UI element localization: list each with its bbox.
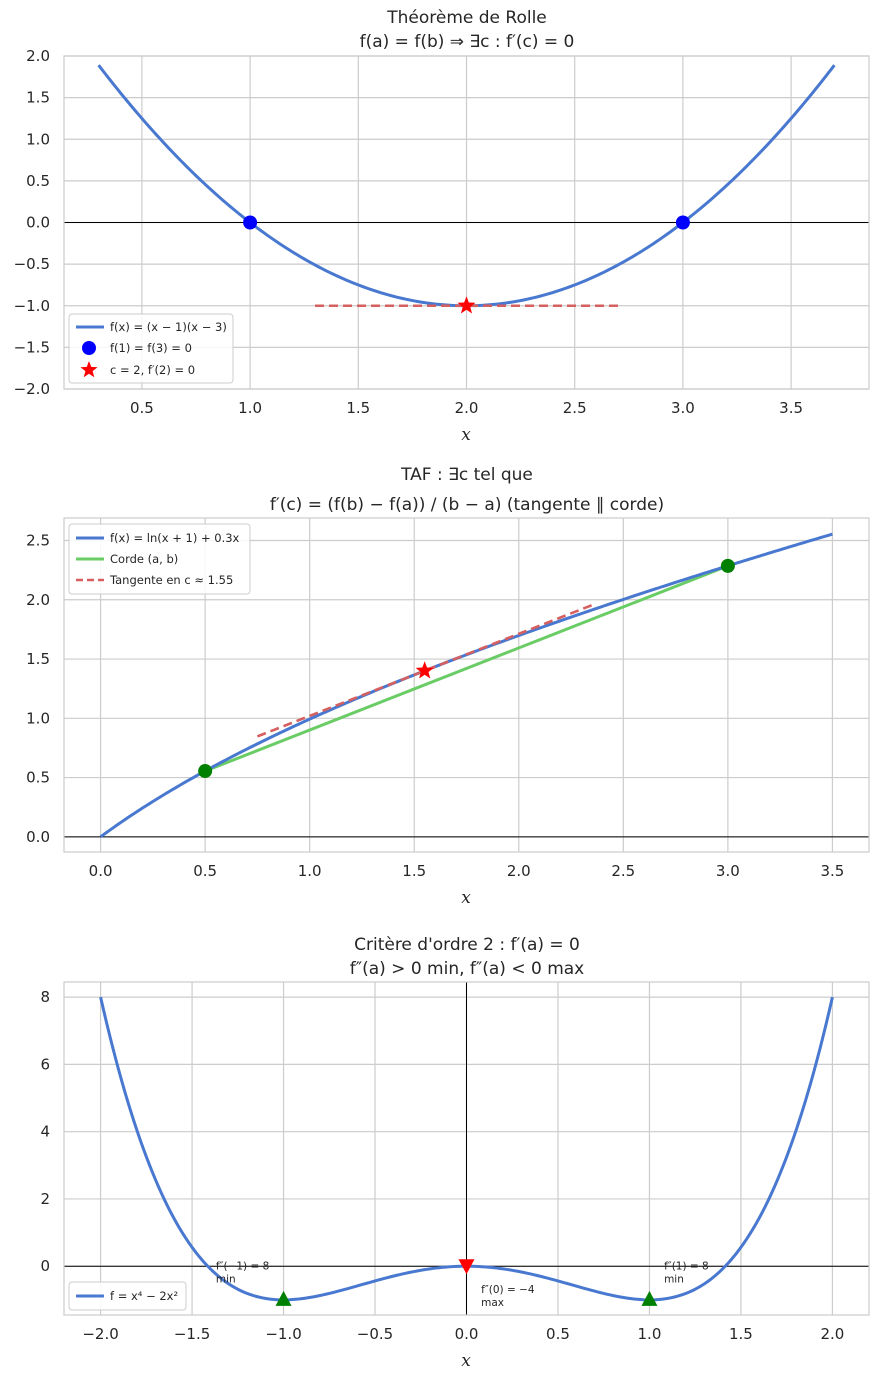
chart-title-line2: f″(a) > 0 min, f″(a) < 0 max xyxy=(350,959,584,979)
point-marker-circle xyxy=(720,558,735,573)
legend-entry: f(x) = (x − 1)(x − 3) xyxy=(110,320,227,334)
y-tick-label: −1.0 xyxy=(14,297,50,315)
x-tick-label: 1.0 xyxy=(638,1325,662,1343)
x-tick-label: 2.5 xyxy=(563,399,587,417)
chart-title-line2: f(a) = f(b) ⇒ ∃c : f′(c) = 0 xyxy=(360,32,575,52)
legend-entry: c = 2, f′(2) = 0 xyxy=(110,363,195,377)
x-tick-label: 0.5 xyxy=(193,862,217,880)
point-marker-circle xyxy=(243,215,258,230)
x-tick-label: 3.0 xyxy=(671,399,695,417)
y-tick-label: 2 xyxy=(40,1190,50,1208)
chart-title-line2: f′(c) = (f(b) − f(a)) / (b − a) (tangent… xyxy=(270,495,664,515)
x-tick-label: 2.0 xyxy=(820,1325,844,1343)
y-tick-label: 1.0 xyxy=(26,709,50,727)
legend: f(x) = (x − 1)(x − 3) f(1) = f(3) = 0 c … xyxy=(68,313,234,384)
point-marker-triangle-up xyxy=(641,1290,658,1306)
annotation-text: f″(1) = 8 xyxy=(664,1261,709,1273)
y-tick-label: −1.5 xyxy=(14,338,50,356)
x-tick-label: 1.5 xyxy=(402,862,426,880)
legend-box xyxy=(68,523,251,595)
legend: f(x) = ln(x + 1) + 0.3x Corde (a, b) Tan… xyxy=(68,523,251,595)
y-tick-label: 1.0 xyxy=(26,130,50,148)
x-tick-label: 2.0 xyxy=(507,862,531,880)
annotation-text: f″(0) = −4 xyxy=(481,1284,535,1296)
point-marker-triangle-down xyxy=(458,1259,475,1275)
y-tick-label: 0.5 xyxy=(26,172,50,190)
point-marker-triangle-up xyxy=(275,1290,292,1306)
point-marker-circle xyxy=(675,215,690,230)
point-marker-circle xyxy=(198,764,213,779)
y-tick-label: 2.0 xyxy=(26,591,50,609)
x-tick-label: 0.0 xyxy=(89,862,113,880)
legend-star-swatch xyxy=(80,361,98,378)
plot-frame xyxy=(63,981,870,1316)
chart-title-line1: TAF : ∃c tel que xyxy=(400,465,533,485)
legend-entry: f = x⁴ − 2x² xyxy=(110,1289,178,1303)
second-order-panel: Critère d'ordre 2 : f′(a) = 0 f″(a) > 0 … xyxy=(40,935,870,1371)
x-tick-label: 0.0 xyxy=(455,1325,479,1343)
x-tick-label: 3.5 xyxy=(820,862,844,880)
y-tick-label: −2.0 xyxy=(14,380,50,398)
point-marker-star xyxy=(415,661,434,679)
x-axis-label: x xyxy=(461,888,471,908)
plot-frame xyxy=(63,55,870,390)
x-tick-label: 1.5 xyxy=(346,399,370,417)
legend-entry: f(x) = ln(x + 1) + 0.3x xyxy=(110,531,240,545)
legend-entry: f(1) = f(3) = 0 xyxy=(110,341,192,355)
taf-panel: TAF : ∃c tel que f′(c) = (f(b) − f(a)) /… xyxy=(26,465,870,908)
x-axis-label: x xyxy=(461,425,471,445)
legend-box xyxy=(68,313,234,384)
x-tick-label: 1.5 xyxy=(729,1325,753,1343)
x-tick-label: −1.0 xyxy=(265,1325,301,1343)
x-tick-label: 1.0 xyxy=(238,399,262,417)
x-tick-label: 2.5 xyxy=(611,862,635,880)
y-tick-label: −0.5 xyxy=(14,255,50,273)
plot-frame xyxy=(63,517,870,853)
x-tick-label: 2.0 xyxy=(455,399,479,417)
annotation-text: min xyxy=(664,1274,684,1286)
y-tick-label: 2.0 xyxy=(26,47,50,65)
x-tick-label: 3.5 xyxy=(779,399,803,417)
rolle-panel: Théorème de Rolle f(a) = f(b) ⇒ ∃c : f′(… xyxy=(14,8,870,445)
legend-entry: Tangente en c ≈ 1.55 xyxy=(109,573,233,587)
x-tick-label: 3.0 xyxy=(716,862,740,880)
y-tick-label: 0 xyxy=(40,1257,50,1275)
legend-circle-swatch xyxy=(82,341,96,355)
x-tick-label: −2.0 xyxy=(82,1325,118,1343)
tangent-line xyxy=(256,603,593,738)
x-tick-label: −0.5 xyxy=(357,1325,393,1343)
legend-entry: Corde (a, b) xyxy=(110,552,178,566)
point-marker-star xyxy=(457,296,476,314)
y-tick-label: 4 xyxy=(40,1123,50,1141)
chord-line xyxy=(204,564,729,773)
annotation-text: f″(−1) = 8 xyxy=(216,1261,269,1273)
x-tick-label: 1.0 xyxy=(298,862,322,880)
x-axis-label: x xyxy=(461,1351,471,1371)
y-tick-label: 0.5 xyxy=(26,769,50,787)
annotation-text: max xyxy=(481,1297,504,1309)
y-tick-label: 2.5 xyxy=(26,532,50,550)
y-tick-label: 1.5 xyxy=(26,89,50,107)
y-tick-label: 1.5 xyxy=(26,650,50,668)
y-tick-label: 0.0 xyxy=(26,214,50,232)
x-tick-label: −1.5 xyxy=(174,1325,210,1343)
chart-title-line1: Théorème de Rolle xyxy=(386,8,547,28)
x-tick-label: 0.5 xyxy=(130,399,154,417)
y-tick-label: 6 xyxy=(40,1055,50,1073)
legend-star-marker xyxy=(80,361,98,378)
chart-title-line1: Critère d'ordre 2 : f′(a) = 0 xyxy=(354,935,580,955)
y-tick-label: 8 xyxy=(40,988,50,1006)
annotation-text: min xyxy=(216,1274,236,1286)
x-tick-label: 0.5 xyxy=(546,1325,570,1343)
legend-box xyxy=(68,1281,187,1311)
y-tick-label: 0.0 xyxy=(26,828,50,846)
legend: f = x⁴ − 2x² xyxy=(68,1281,187,1311)
